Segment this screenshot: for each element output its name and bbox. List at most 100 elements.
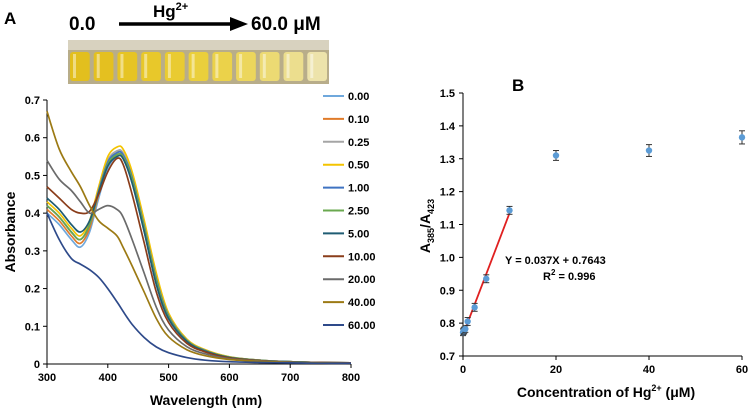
- x-axis-title-superscript: 2+: [651, 383, 661, 393]
- y-tick-label: 1.2: [440, 187, 455, 199]
- gradient-symbol: Hg: [153, 2, 176, 21]
- spectrum-line-60.00: [46, 212, 352, 365]
- y-tick-label: 0: [34, 359, 40, 371]
- vial-highlight: [262, 54, 266, 78]
- x-tick-label: 400: [99, 372, 117, 384]
- r-squared-superscript: 2: [551, 268, 556, 277]
- vial: [283, 52, 304, 81]
- y-axis-title-subscript-2: 423: [426, 199, 436, 214]
- y-tick-label: 0.7: [440, 351, 455, 363]
- y-tick-label: 1.0: [440, 252, 455, 264]
- legend-label: 10.00: [348, 251, 376, 263]
- y-tick-label: 1.1: [440, 220, 455, 232]
- spectrum-line-20.00: [46, 159, 352, 365]
- y-tick-label: 0.6: [25, 133, 40, 145]
- y-tick-label: 0.9: [440, 285, 455, 297]
- vial-highlight: [215, 54, 219, 78]
- spectrum-line-0.50: [46, 145, 352, 364]
- x-axis-title-main: Concentration of Hg: [517, 384, 652, 400]
- vial: [93, 52, 114, 81]
- y-tick-label: 1.5: [440, 88, 455, 100]
- y-axis-title-subscript-1: 385: [426, 228, 436, 243]
- vial-highlight: [286, 54, 290, 78]
- spectrum-line-2.50: [46, 152, 352, 364]
- vial-highlight: [191, 54, 195, 78]
- vial: [307, 52, 327, 81]
- y-axis-title: Absorbance: [2, 191, 18, 272]
- fit-equation: Y = 0.037X + 0.7643: [505, 255, 606, 267]
- data-point: [462, 325, 469, 333]
- data-point: [738, 134, 746, 141]
- y-axis-title-separator: /A: [417, 214, 433, 228]
- x-axis-title-unit: (μM): [662, 384, 695, 400]
- panel-b-label: B: [512, 76, 524, 95]
- vial-highlight: [310, 54, 314, 78]
- legend-label: 60.00: [348, 320, 376, 332]
- vial-highlight: [239, 54, 243, 78]
- x-tick-label: 20: [550, 364, 562, 376]
- x-axis-title: Concentration of Hg2+ (μM): [517, 383, 695, 400]
- x-tick-label: 0: [460, 364, 466, 376]
- panel-a-label: A: [4, 9, 16, 28]
- vial: [259, 52, 280, 81]
- vial: [212, 52, 233, 81]
- vial-highlight: [120, 54, 124, 78]
- x-tick-label: 800: [342, 372, 360, 384]
- legend-label: 0.00: [348, 91, 369, 103]
- spectrum-line-10.00: [46, 157, 352, 364]
- vial-photo: [68, 40, 329, 84]
- gradient-arrow: [119, 17, 248, 31]
- x-tick-label: 500: [159, 372, 177, 384]
- data-point: [506, 207, 513, 214]
- legend-label: 2.50: [348, 206, 369, 218]
- x-tick-label: 700: [281, 372, 299, 384]
- gradient-start-label: 0.0: [69, 14, 95, 35]
- absorbance-spectra-plot: 0 0.1 0.2 0.3 0.4 0.5 0.6 0.7 300 400 500 600 700 800…: [2, 95, 360, 408]
- vial: [188, 52, 209, 81]
- spectrum-line-40.00: [46, 111, 352, 365]
- gradient-end-label: 60.0 μM: [251, 14, 321, 35]
- vial: [117, 52, 138, 81]
- data-point: [552, 152, 560, 159]
- legend-label: 40.00: [348, 297, 376, 309]
- x-tick-label: 60: [736, 364, 748, 376]
- y-tick-label: 1.3: [440, 154, 455, 166]
- r-squared-main: R: [543, 271, 551, 283]
- vial-highlight: [167, 54, 171, 78]
- y-tick-label: 0.8: [440, 318, 455, 330]
- vial: [236, 52, 256, 81]
- spectrum-line-0.00: [46, 154, 352, 364]
- data-point: [645, 147, 653, 154]
- linear-fit-line: [462, 212, 511, 336]
- spectra-legend: 0.00 0.10 0.25 0.50 1.00 2.50 5.00 10.00 20.00 40…: [323, 91, 376, 332]
- vial: [70, 52, 90, 81]
- vial-highlight: [73, 54, 76, 78]
- fit-r-squared: R2 = 0.996: [543, 268, 595, 283]
- gradient-species-label: Hg2+: [153, 1, 188, 21]
- y-tick-label: 0.7: [25, 95, 40, 107]
- spectrum-line-0.25: [46, 149, 352, 364]
- legend-label: 20.00: [348, 274, 376, 286]
- x-tick-label: 600: [220, 372, 238, 384]
- data-point: [464, 318, 471, 325]
- spectrum-line-5.00: [46, 154, 352, 364]
- legend-label: 0.50: [348, 160, 369, 172]
- y-axis-title: A385/A423: [417, 199, 436, 253]
- spectrum-line-0.10: [46, 150, 352, 364]
- y-tick-label: 0.4: [25, 208, 41, 220]
- y-tick-label: 0.3: [25, 246, 40, 258]
- data-point: [483, 275, 490, 282]
- legend-label: 0.25: [348, 137, 369, 149]
- spectrum-line-1.00: [46, 150, 352, 364]
- data-point: [471, 304, 478, 311]
- y-tick-label: 1.4: [440, 121, 456, 133]
- legend-label: 1.00: [348, 183, 369, 195]
- gradient-charge: 2+: [176, 1, 189, 13]
- vial-highlight: [96, 54, 100, 78]
- r-squared-value: = 0.996: [555, 271, 595, 283]
- legend-label: 0.10: [348, 114, 369, 126]
- ratio-calibration-plot: 0.7 0.8 0.9 1.0 1.1 1.2 1.3 1.4 1.5 0 20 40 60 Concen…: [417, 88, 748, 400]
- vial-highlight: [144, 54, 148, 78]
- vial: [141, 52, 161, 81]
- vial: [164, 52, 185, 81]
